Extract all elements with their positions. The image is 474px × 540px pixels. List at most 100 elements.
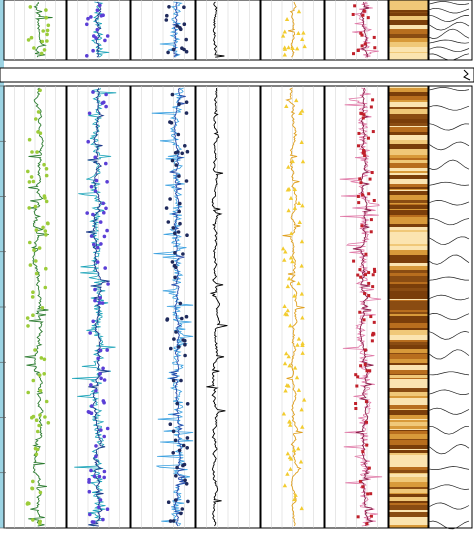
data-point [176, 150, 180, 154]
data-point [41, 29, 45, 33]
core-band [389, 86, 428, 88]
core-band [389, 240, 428, 244]
data-point [288, 466, 293, 471]
data-point [92, 242, 96, 247]
core-band [389, 477, 428, 480]
data-point [164, 206, 169, 210]
data-point [361, 485, 365, 489]
data-point [285, 308, 290, 313]
data-point [166, 500, 171, 505]
data-point [300, 315, 305, 320]
data-point [86, 139, 90, 144]
data-point [93, 189, 98, 193]
data-point [360, 224, 364, 228]
data-point [302, 44, 307, 49]
data-point [184, 482, 189, 486]
data-point [37, 521, 42, 526]
data-point [172, 337, 176, 341]
core-band [389, 378, 428, 379]
accent-curve [339, 87, 383, 527]
data-point [27, 206, 32, 210]
core-band [389, 463, 428, 467]
data-point [36, 130, 40, 134]
core-band [389, 270, 428, 273]
data-point [178, 301, 183, 306]
core-band [389, 160, 428, 162]
data-point [99, 376, 103, 381]
data-point [33, 204, 38, 209]
data-point [186, 499, 190, 504]
data-point [297, 220, 302, 225]
data-point [87, 111, 92, 116]
data-point [85, 54, 89, 58]
data-point [362, 9, 366, 13]
data-point [171, 378, 176, 383]
data-point [88, 331, 92, 335]
core-band [389, 430, 428, 431]
lithology-bottom [428, 85, 473, 530]
core-band [389, 52, 428, 53]
lithology-curve [428, 236, 470, 245]
core-band [389, 204, 428, 205]
data-point [184, 37, 188, 42]
lithology-curve [428, 39, 470, 44]
data-point [299, 108, 305, 113]
depth-break [0, 67, 474, 83]
data-point [365, 420, 369, 424]
data-point [286, 383, 291, 388]
data-point [182, 22, 187, 27]
data-point [177, 345, 181, 349]
core-band [389, 187, 428, 189]
data-point [105, 426, 110, 431]
data-point [368, 369, 372, 373]
data-point [359, 31, 363, 35]
lithology-curve [428, 14, 470, 22]
core-band [389, 184, 428, 187]
log-curve [206, 87, 228, 527]
data-point [42, 372, 46, 376]
data-point [105, 34, 110, 38]
core-band [389, 32, 428, 34]
data-point [356, 194, 360, 198]
data-point [177, 448, 182, 453]
data-point [175, 401, 180, 406]
data-point [352, 52, 356, 56]
core-band [389, 455, 428, 458]
data-point [103, 266, 107, 270]
data-point [28, 5, 33, 9]
lithology-curve [428, 141, 470, 151]
lithology-curve [428, 371, 470, 376]
core-band [389, 388, 428, 390]
core-band [389, 505, 428, 510]
core-frame [388, 0, 429, 61]
data-point [87, 477, 91, 482]
core-band [389, 179, 428, 184]
core-band [389, 13, 428, 16]
lithology-curve [428, 254, 470, 265]
data-point [174, 474, 178, 478]
log-curve [170, 1, 180, 58]
data-point [38, 88, 42, 93]
data-point [91, 212, 95, 217]
data-point [296, 9, 302, 14]
data-point [26, 324, 30, 328]
data-point [95, 8, 100, 12]
core-band [389, 501, 428, 503]
track-4-bottom [195, 85, 261, 529]
data-point [174, 265, 178, 270]
core-band [389, 409, 428, 410]
data-point [38, 388, 43, 393]
data-point [45, 39, 49, 43]
lithology-curve [428, 313, 470, 321]
data-point [98, 220, 103, 224]
core-band [389, 162, 428, 163]
data-point [288, 323, 293, 328]
core-band [389, 429, 428, 430]
data-point [39, 356, 44, 360]
lithology-curve [428, 46, 470, 53]
data-point [104, 206, 108, 211]
lithology-curve [428, 294, 470, 301]
data-point [185, 149, 190, 154]
data-point [184, 49, 189, 54]
core-band [389, 323, 428, 328]
